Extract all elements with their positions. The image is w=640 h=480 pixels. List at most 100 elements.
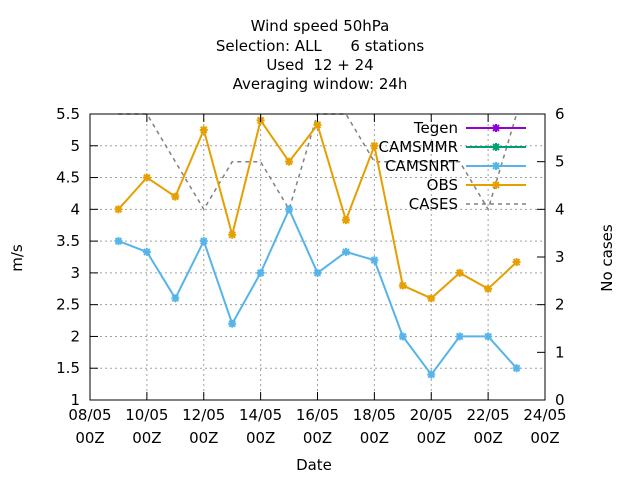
marker-stroke-d2 xyxy=(143,173,151,182)
obs-point xyxy=(512,258,521,267)
camsnrt-point xyxy=(285,205,294,214)
x-tick-label-time: 00Z xyxy=(75,429,104,447)
x-tick-label: 14/05 xyxy=(239,406,282,424)
obs-point xyxy=(171,192,180,201)
marker-stroke-d2 xyxy=(313,269,322,277)
obs-point xyxy=(199,125,208,134)
marker-stroke-d2 xyxy=(370,256,379,264)
y2-tick-label: 3 xyxy=(555,248,565,266)
obs-point xyxy=(370,141,379,150)
x-tick-label-time: 00Z xyxy=(189,429,218,447)
y-tick-label: 2.5 xyxy=(56,296,80,314)
y-tick-label: 1.5 xyxy=(56,359,80,377)
camsnrt-point xyxy=(199,237,208,246)
marker-stroke-d2 xyxy=(512,364,521,372)
x-tick-label-time: 00Z xyxy=(417,429,446,447)
y2-tick-label: 5 xyxy=(555,153,565,171)
y2-axis-label: No cases xyxy=(598,224,616,292)
marker-stroke-d2 xyxy=(492,162,500,170)
camsnrt-point xyxy=(512,364,521,373)
y-tick-label: 4.5 xyxy=(56,169,80,187)
x-tick-label-time: 00Z xyxy=(132,429,161,447)
marker-stroke-d2 xyxy=(399,281,407,290)
legend-marker-camsmmr xyxy=(492,143,500,151)
marker-stroke-d2 xyxy=(285,205,293,214)
y2-tick-label: 1 xyxy=(555,343,565,361)
marker-stroke-d2 xyxy=(492,124,500,132)
title-line-3: Used 12 + 24 xyxy=(266,56,373,74)
marker-stroke-d2 xyxy=(256,269,265,277)
obs-point xyxy=(228,230,237,239)
x-tick-label: 08/05 xyxy=(68,406,111,424)
chart-title: Wind speed 50hPa Selection: ALL 6 statio… xyxy=(216,17,424,93)
marker-stroke-d2 xyxy=(427,294,435,303)
marker-stroke-d2 xyxy=(200,237,208,245)
marker-stroke-d2 xyxy=(484,332,492,341)
obs-point xyxy=(285,157,294,166)
marker-stroke-d2 xyxy=(455,332,464,341)
camsnrt-point xyxy=(427,370,436,379)
x-tick-label-time: 00Z xyxy=(530,429,559,447)
obs-point xyxy=(341,216,350,225)
marker-stroke-d2 xyxy=(114,237,123,245)
legend-label-tegen: Tegen xyxy=(413,119,458,137)
data-series xyxy=(114,116,521,379)
axes: 1 1.5 2 2.5 3 3.5 4 4.5 5 5.5 0 1 2 3 4 5 6 08/05 00Z 10/05… xyxy=(56,105,566,447)
legend-marker-camsnrt xyxy=(492,162,500,170)
camsnrt-point xyxy=(370,256,379,265)
obs-point xyxy=(313,120,322,129)
camsnrt-point xyxy=(341,247,350,256)
obs-point xyxy=(484,284,493,293)
marker-stroke-d2 xyxy=(492,181,500,189)
y2-tick-label: 6 xyxy=(555,105,565,123)
x-tick-label-time: 00Z xyxy=(246,429,275,447)
camsnrt-point xyxy=(398,332,407,341)
x-tick-label-time: 00Z xyxy=(473,429,502,447)
y-axis-label: m/s xyxy=(8,244,26,272)
marker-stroke-d2 xyxy=(342,248,350,256)
x-tick-label: 12/05 xyxy=(182,406,225,424)
marker-stroke-d2 xyxy=(492,143,500,151)
camsnrt-point xyxy=(171,294,180,303)
camsnrt-point xyxy=(455,332,464,341)
legend-label-camsnrt: CAMSNRT xyxy=(385,157,459,175)
y2-tick-label: 0 xyxy=(555,391,565,409)
x-tick-label: 22/05 xyxy=(467,406,510,424)
marker-stroke-d2 xyxy=(399,332,407,341)
y2-tick-label: 2 xyxy=(555,296,565,314)
marker-stroke-d2 xyxy=(228,231,236,239)
marker-stroke-d2 xyxy=(455,269,464,277)
y-tick-label: 1 xyxy=(70,391,80,409)
title-line-4: Averaging window: 24h xyxy=(233,75,408,93)
legend-label-obs: OBS xyxy=(427,176,458,194)
grid xyxy=(90,114,545,400)
y-tick-label: 5 xyxy=(70,137,80,155)
y-tick-label: 2 xyxy=(70,327,80,345)
marker-stroke-d2 xyxy=(370,142,379,150)
marker-stroke-d2 xyxy=(484,285,492,293)
marker-stroke-d2 xyxy=(313,121,322,129)
legend-label-camsmmr: CAMSMMR xyxy=(378,138,458,156)
marker-stroke-d2 xyxy=(171,294,180,303)
obs-point xyxy=(398,281,407,290)
x-tick-label: 10/05 xyxy=(125,406,168,424)
y-tick-label: 3 xyxy=(70,264,80,282)
marker-stroke-d2 xyxy=(512,258,521,266)
camsnrt-point xyxy=(313,268,322,277)
camsnrt-point xyxy=(142,247,151,256)
marker-stroke-d2 xyxy=(114,205,123,214)
obs-point xyxy=(427,294,436,303)
x-tick-label: 16/05 xyxy=(296,406,339,424)
x-axis-label: Date xyxy=(296,456,332,474)
camsnrt-point xyxy=(256,268,265,277)
y-tick-label: 4 xyxy=(70,200,80,218)
x-tick-label-time: 00Z xyxy=(360,429,389,447)
plot-frame xyxy=(89,113,546,401)
x-tick-label: 18/05 xyxy=(353,406,396,424)
marker-stroke-d2 xyxy=(427,370,435,379)
marker-stroke-d2 xyxy=(342,216,350,224)
marker-stroke-d2 xyxy=(285,157,293,166)
obs-point xyxy=(114,205,123,214)
x-tick-label: 24/05 xyxy=(523,406,566,424)
